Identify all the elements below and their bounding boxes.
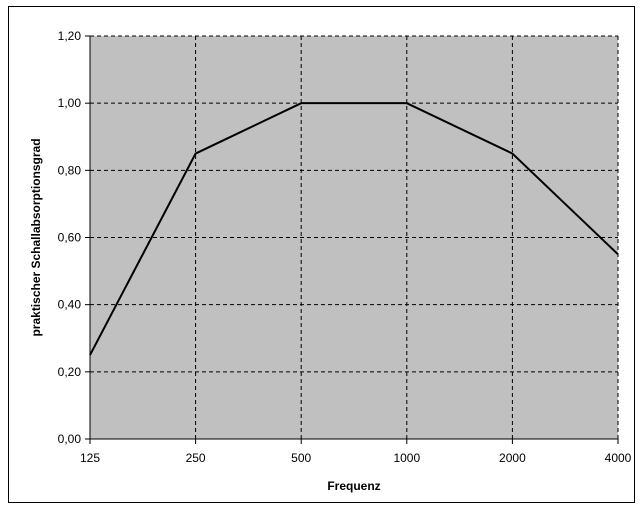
- y-tick-label: 1,00: [58, 96, 82, 110]
- y-tick-label: 0,60: [58, 231, 82, 245]
- y-tick-label: 0,00: [58, 432, 82, 446]
- y-tick-label: 1,20: [58, 29, 82, 43]
- x-axis-title: Frequenz: [327, 479, 380, 493]
- y-tick-label: 0,40: [58, 298, 82, 312]
- y-tick-label: 0,80: [58, 163, 82, 177]
- x-tick-label: 500: [291, 451, 311, 465]
- grid-lines: [90, 35, 619, 439]
- series-line: [89, 102, 619, 356]
- x-tick-label: 125: [80, 451, 100, 465]
- x-tick-label: 2000: [499, 451, 526, 465]
- x-tick-labels: 125 250 500 1000 2000 4000: [80, 451, 632, 465]
- x-tick-label: 4000: [605, 451, 632, 465]
- x-tick-label: 1000: [393, 451, 420, 465]
- x-tick-label: 250: [186, 451, 206, 465]
- y-axis-title: praktischer Schallabsorptionsgrad: [29, 138, 43, 336]
- y-tick-labels: 0,00 0,20 0,40 0,60 0,80 1,00 1,20: [58, 29, 82, 446]
- y-tick-label: 0,20: [58, 365, 82, 379]
- axes: [85, 35, 619, 444]
